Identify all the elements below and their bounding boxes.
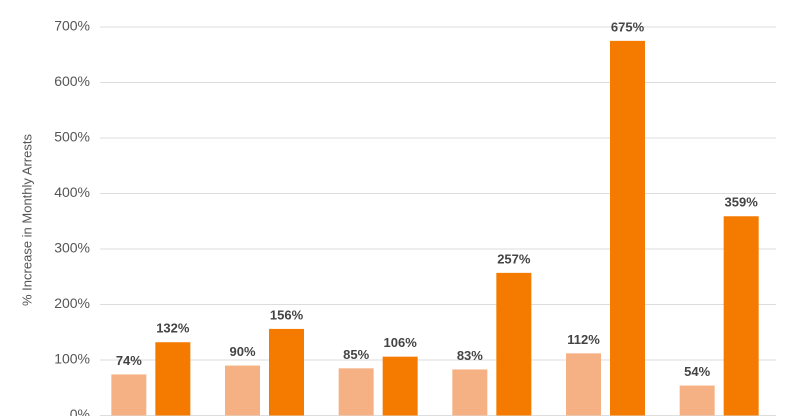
data-label: 54% [684, 364, 710, 379]
bar [679, 385, 715, 416]
data-label: 675% [611, 19, 645, 34]
data-label: 132% [156, 321, 190, 336]
y-axis-label: % Increase in Monthly Arrests [19, 134, 34, 306]
bar [382, 356, 418, 416]
y-tick-label: 600% [54, 73, 90, 89]
data-label: 359% [725, 195, 759, 210]
bar [452, 369, 488, 416]
bar [723, 216, 759, 416]
data-label: 106% [384, 335, 418, 350]
bar [496, 272, 532, 416]
bar [610, 40, 645, 416]
y-tick-label: 100% [54, 351, 90, 367]
bar [269, 328, 304, 416]
y-tick-label: 500% [54, 129, 90, 145]
data-label: 83% [457, 348, 483, 363]
data-label: 90% [229, 344, 255, 359]
data-label: 74% [116, 353, 142, 368]
data-label: 257% [497, 251, 531, 266]
bar [338, 368, 374, 416]
data-label: 156% [270, 307, 304, 322]
y-tick-label: 300% [54, 240, 90, 256]
bar [566, 353, 601, 416]
bar [155, 342, 191, 416]
data-label: 112% [567, 332, 600, 347]
y-tick-label: 200% [54, 295, 90, 311]
y-tick-label: 700% [54, 18, 90, 34]
y-tick-label: 400% [54, 184, 90, 200]
data-label: 85% [343, 347, 369, 362]
bar [111, 374, 147, 416]
y-tick-label: 0% [70, 406, 90, 416]
bar [225, 365, 260, 416]
